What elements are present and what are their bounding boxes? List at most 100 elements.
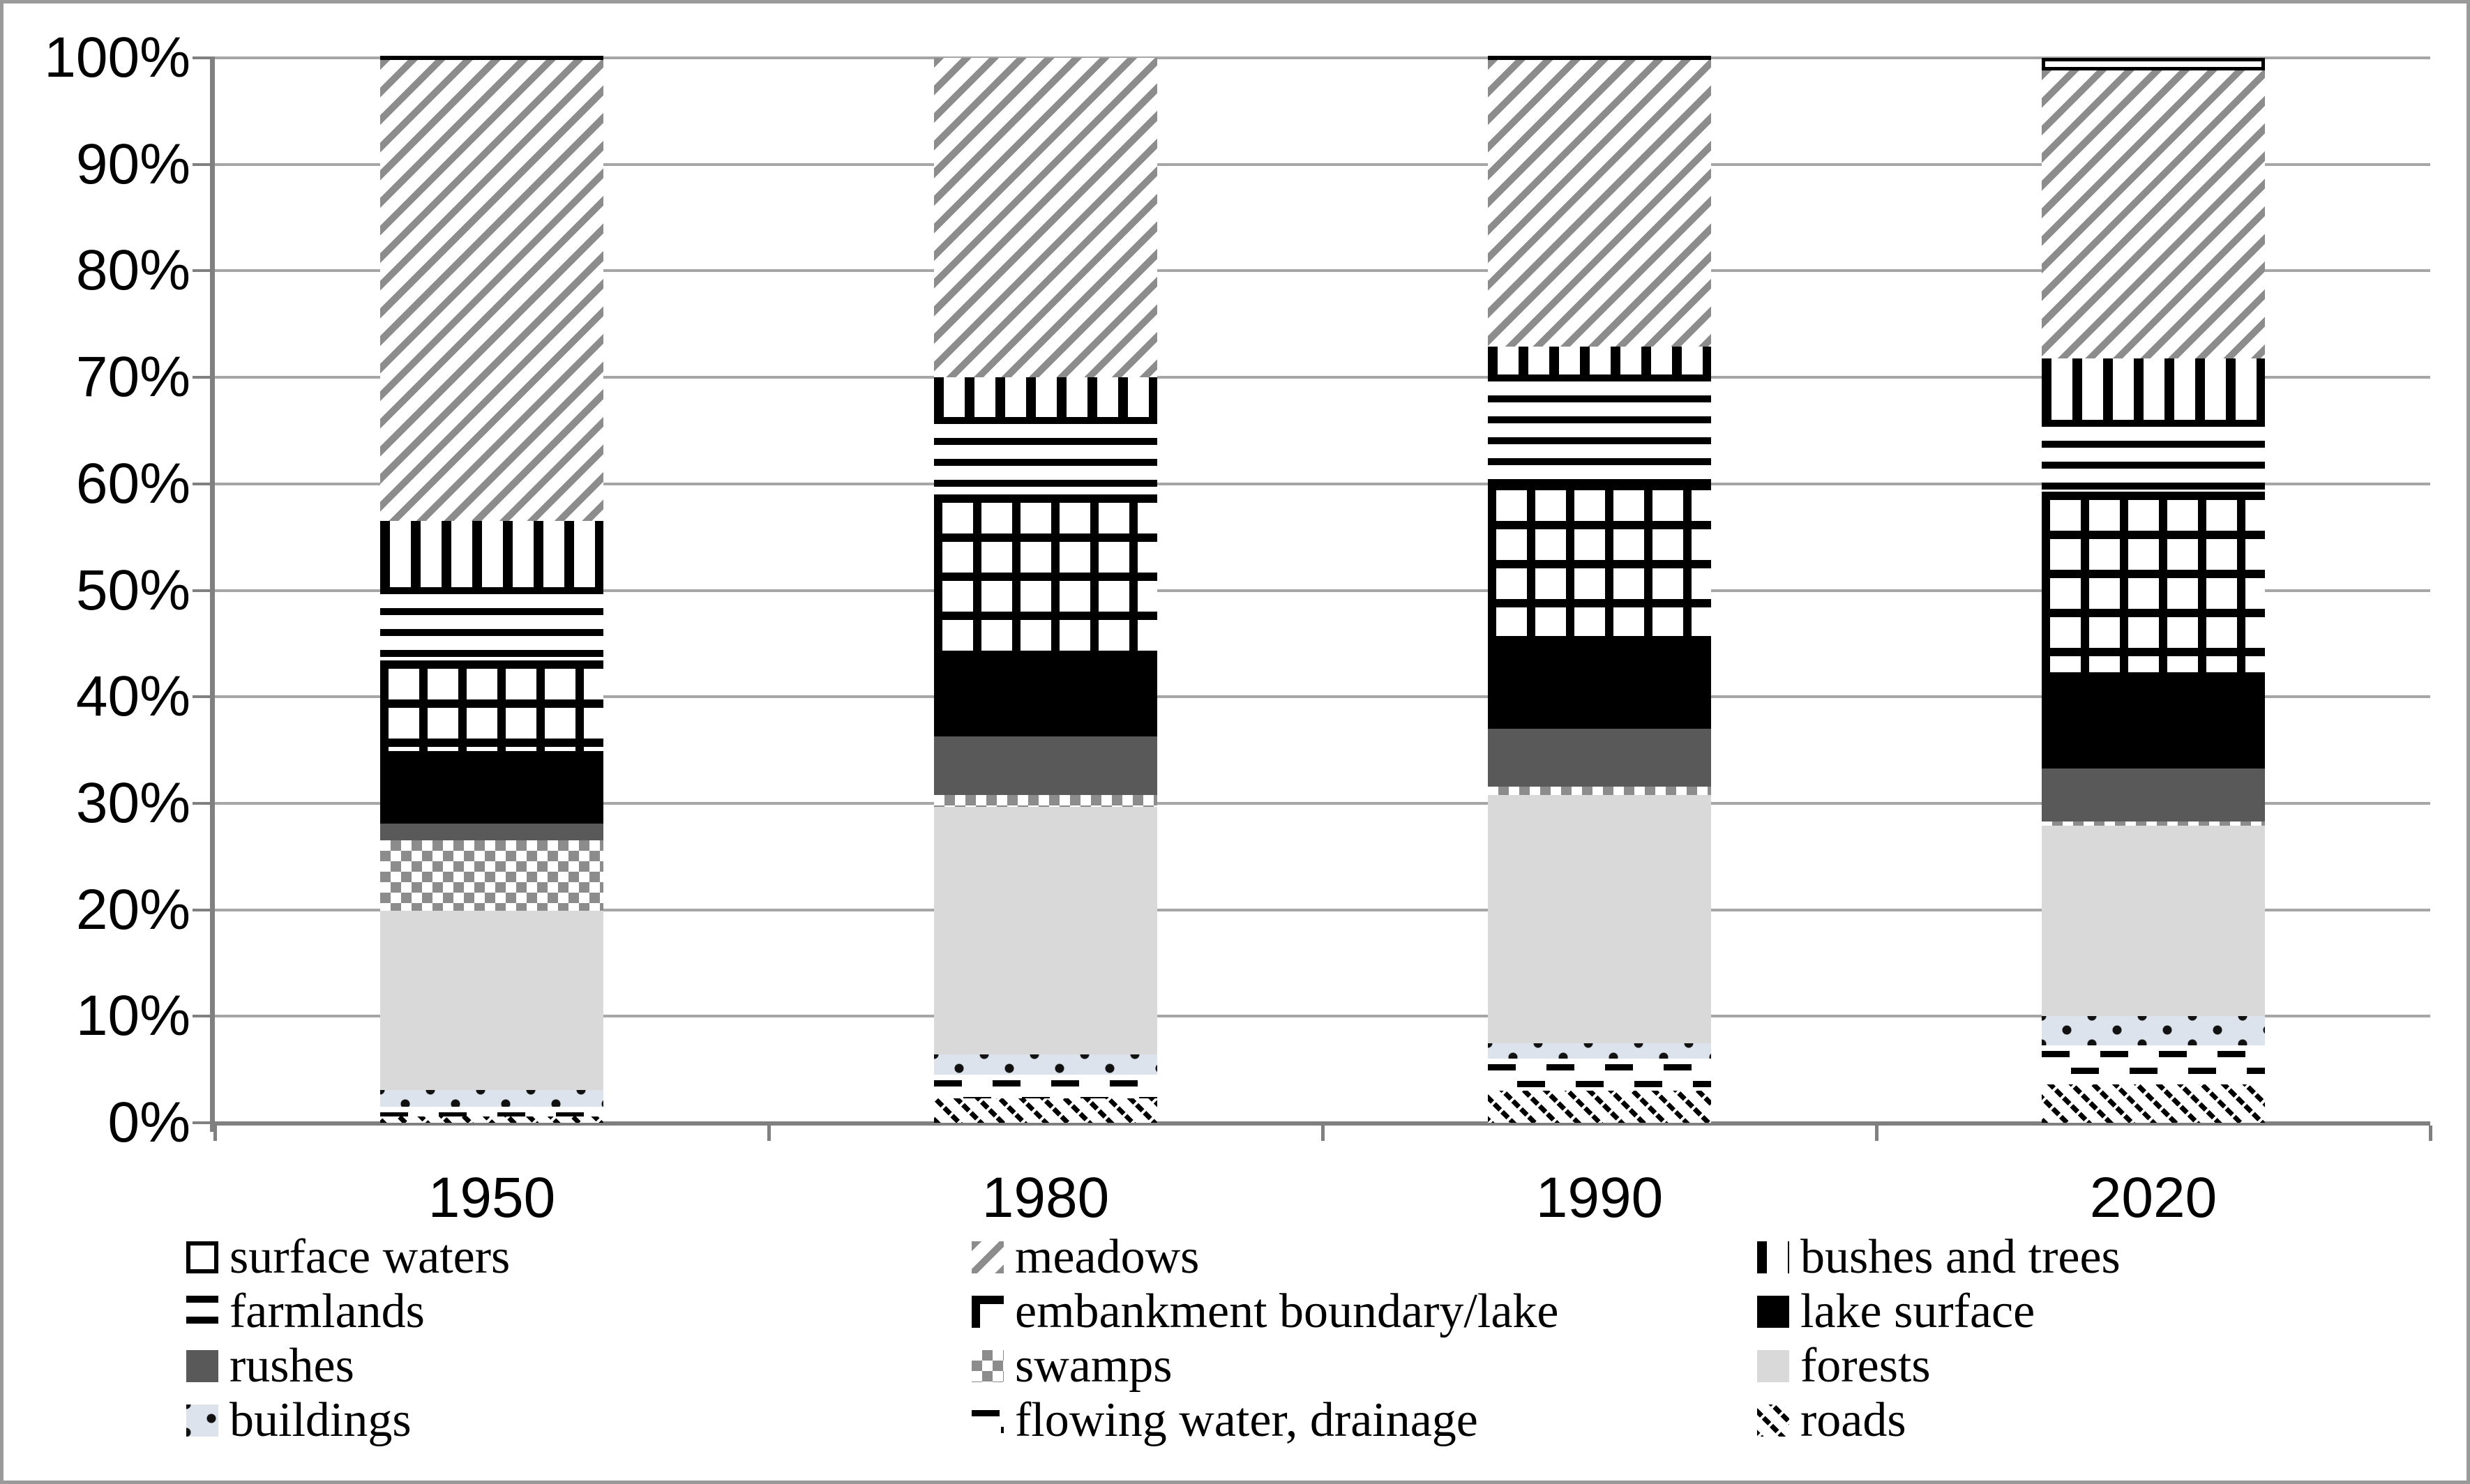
segment-bushes-1950 bbox=[380, 521, 603, 587]
legend-swatch-swamps-icon bbox=[972, 1350, 1004, 1382]
x-tick-label: 1950 bbox=[428, 1166, 556, 1229]
y-tick-label: 10% bbox=[75, 984, 190, 1047]
legend-item-roads: roads bbox=[1757, 1396, 1906, 1445]
legend-item-swamps: swamps bbox=[972, 1342, 1173, 1391]
legend-item-rushes: rushes bbox=[186, 1342, 354, 1391]
segment-rushes-1990 bbox=[1488, 729, 1711, 787]
segment-bushes-1990 bbox=[1488, 346, 1711, 374]
legend-swatch-embankment-icon bbox=[972, 1296, 1004, 1328]
legend-item-farmlands: farmlands bbox=[186, 1287, 425, 1336]
legend-swatch-lake-icon bbox=[1757, 1296, 1789, 1328]
y-axis-tick bbox=[193, 1121, 215, 1124]
segment-roads-1990 bbox=[1488, 1091, 1711, 1123]
segment-forests-1990 bbox=[1488, 794, 1711, 1043]
segment-embankment-1950 bbox=[380, 660, 603, 752]
gridline bbox=[215, 269, 2430, 272]
legend-swatch-surface-icon bbox=[186, 1241, 218, 1273]
segment-flowing-1950 bbox=[380, 1107, 603, 1116]
segment-buildings-1950 bbox=[380, 1089, 603, 1107]
segment-swamps-1980 bbox=[934, 794, 1157, 807]
segment-lake-2020 bbox=[2042, 672, 2265, 768]
segment-forests-1980 bbox=[934, 806, 1157, 1055]
segment-rushes-1980 bbox=[934, 736, 1157, 795]
legend-label-meadows: meadows bbox=[1015, 1230, 1200, 1284]
legend-label-bushes: bushes and trees bbox=[1800, 1230, 2121, 1284]
legend-item-flowing: flowing water, drainage bbox=[972, 1396, 1478, 1445]
segment-swamps-2020 bbox=[2042, 821, 2265, 826]
legend-swatch-farmlands-icon bbox=[186, 1296, 218, 1328]
legend-item-forests: forests bbox=[1757, 1342, 1931, 1391]
segment-rushes-1950 bbox=[380, 823, 603, 841]
gridline bbox=[215, 163, 2430, 166]
segment-swamps-1990 bbox=[1488, 786, 1711, 795]
segment-farmlands-1950 bbox=[380, 586, 603, 661]
y-tick-label: 90% bbox=[75, 132, 190, 196]
legend-label-embankment: embankment boundary/lake bbox=[1015, 1285, 1559, 1338]
legend-swatch-roads-icon bbox=[1757, 1404, 1789, 1437]
segment-roads-1950 bbox=[380, 1116, 603, 1123]
plot-area bbox=[193, 56, 2432, 1141]
segment-farmlands-2020 bbox=[2042, 420, 2265, 492]
segment-flowing-1990 bbox=[1488, 1059, 1711, 1091]
segment-bushes-1980 bbox=[934, 377, 1157, 417]
x-tick-label: 2020 bbox=[2089, 1166, 2217, 1229]
bar-1980 bbox=[934, 58, 1157, 1123]
x-tick-label: 1990 bbox=[1535, 1166, 1664, 1229]
y-axis-tick bbox=[193, 802, 215, 805]
y-tick-label: 20% bbox=[75, 878, 190, 941]
legend-label-farmlands: farmlands bbox=[229, 1285, 425, 1338]
gridline bbox=[215, 589, 2430, 592]
segment-lake-1990 bbox=[1488, 636, 1711, 729]
segment-farmlands-1990 bbox=[1488, 374, 1711, 482]
segment-surface-1950 bbox=[380, 56, 603, 61]
gridline bbox=[215, 56, 2430, 59]
legend-item-buildings: buildings bbox=[186, 1396, 412, 1445]
y-tick-label: 60% bbox=[75, 452, 190, 515]
segment-embankment-1980 bbox=[934, 494, 1157, 657]
segment-surface-1990 bbox=[1488, 56, 1711, 61]
legend-swatch-buildings-icon bbox=[186, 1404, 218, 1437]
gridline bbox=[215, 802, 2430, 805]
y-axis-tick bbox=[193, 483, 215, 485]
y-axis-tick bbox=[193, 376, 215, 379]
legend-item-bushes: bushes and trees bbox=[1757, 1233, 2121, 1282]
y-axis-line bbox=[210, 58, 215, 1132]
gridline bbox=[215, 483, 2430, 485]
y-axis-tick bbox=[193, 695, 215, 698]
legend-swatch-bushes-icon bbox=[1757, 1241, 1789, 1273]
y-tick-label: 70% bbox=[75, 345, 190, 409]
segment-bushes-2020 bbox=[2042, 358, 2265, 421]
segment-forests-2020 bbox=[2042, 826, 2265, 1017]
segment-swamps-1950 bbox=[380, 840, 603, 911]
y-tick-label: 100% bbox=[44, 26, 190, 89]
segment-meadows-1980 bbox=[934, 58, 1157, 378]
segment-meadows-1990 bbox=[1488, 60, 1711, 347]
segment-lake-1950 bbox=[380, 751, 603, 824]
y-axis-tick bbox=[193, 269, 215, 272]
segment-meadows-2020 bbox=[2042, 70, 2265, 358]
x-tick-label: 1980 bbox=[981, 1166, 1110, 1229]
segment-rushes-2020 bbox=[2042, 768, 2265, 821]
legend-swatch-flowing-icon bbox=[972, 1404, 1004, 1437]
segment-lake-1980 bbox=[934, 656, 1157, 736]
segment-meadows-1950 bbox=[380, 60, 603, 522]
legend-item-surface: surface waters bbox=[186, 1233, 510, 1282]
gridline bbox=[215, 1015, 2430, 1017]
legend-label-swamps: swamps bbox=[1015, 1339, 1173, 1393]
legend-label-surface: surface waters bbox=[229, 1230, 511, 1284]
x-axis-tick bbox=[213, 1126, 217, 1141]
legend-label-lake: lake surface bbox=[1800, 1285, 2035, 1338]
segment-embankment-1990 bbox=[1488, 481, 1711, 637]
segment-roads-2020 bbox=[2042, 1084, 2265, 1123]
bar-2020 bbox=[2042, 58, 2265, 1123]
segment-roads-1980 bbox=[934, 1098, 1157, 1123]
segment-embankment-2020 bbox=[2042, 491, 2265, 673]
gridline bbox=[215, 695, 2430, 698]
y-axis-tick bbox=[193, 56, 215, 59]
legend-label-forests: forests bbox=[1800, 1339, 1931, 1393]
segment-flowing-1980 bbox=[934, 1075, 1157, 1098]
y-tick-label: 30% bbox=[75, 771, 190, 835]
y-axis-tick bbox=[193, 1015, 215, 1017]
y-tick-label: 0% bbox=[107, 1091, 190, 1154]
